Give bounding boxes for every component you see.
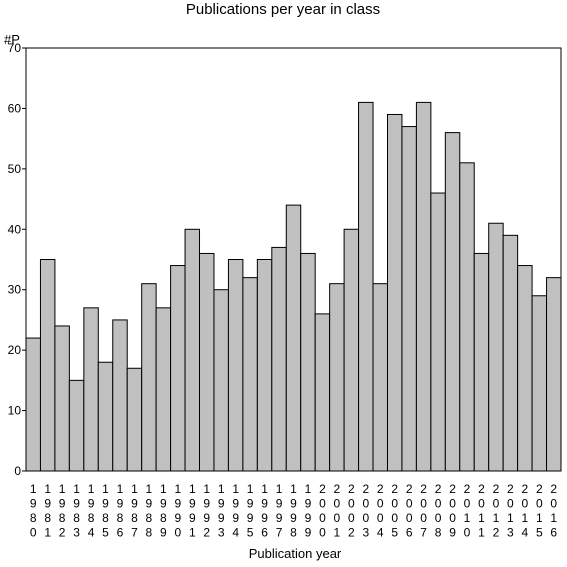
bar-1981 — [39, 259, 56, 472]
bar-1983 — [68, 379, 85, 472]
bar-1992 — [199, 252, 215, 472]
bar-1997 — [271, 246, 287, 472]
bar-1982 — [54, 325, 70, 472]
bar-2013 — [502, 234, 519, 472]
bar-2016 — [546, 277, 562, 472]
bar-2007 — [415, 101, 432, 472]
bar-1989 — [155, 307, 172, 472]
bar-2009 — [444, 132, 461, 472]
bar-2014 — [517, 265, 533, 472]
bar-1980 — [25, 337, 41, 472]
bar-2004 — [372, 283, 388, 472]
y-axis-label: #P — [4, 32, 20, 47]
bar-1994 — [227, 259, 244, 472]
bar-1993 — [213, 289, 229, 472]
bar-1984 — [83, 307, 99, 472]
y-tick-label: 60 — [8, 101, 22, 115]
y-tick-label: 30 — [8, 283, 22, 297]
bar-1985 — [97, 361, 114, 472]
y-tick-label: 10 — [8, 404, 22, 418]
bar-2010 — [459, 162, 475, 472]
y-axis: 0 10 20 30 40 50 60 70 — [8, 41, 26, 478]
bar-1988 — [141, 283, 157, 472]
bar-1986 — [112, 319, 128, 472]
bar-2001 — [329, 283, 345, 472]
bar-2000 — [314, 313, 331, 472]
x-tick-labels: 1 9 8 0 1 9 8 1 1 9 8 2 1 9 8 3 1 9 8 4 1 9 8 5 1 9 8 6 1 9 8 7 1 9 8 8 1 9 8 9… — [30, 482, 558, 540]
bar-1999 — [300, 252, 316, 472]
bars-group — [25, 101, 562, 472]
chart-title: Publications per year in class — [186, 1, 380, 18]
bar-2008 — [430, 192, 446, 472]
bar-1991 — [184, 228, 201, 472]
x-axis-label: Publication year — [249, 546, 342, 561]
y-tick-label: 50 — [8, 162, 22, 176]
bar-2005 — [386, 113, 403, 472]
bar-2015 — [531, 295, 548, 472]
bar-2011 — [473, 252, 490, 472]
bar-2003 — [358, 101, 374, 472]
y-tick-label: 0 — [14, 464, 21, 478]
bar-1998 — [285, 204, 302, 472]
y-tick-label: 20 — [8, 343, 22, 357]
bar-2006 — [401, 126, 417, 472]
bar-1995 — [242, 277, 258, 472]
bar-2002 — [343, 228, 360, 472]
bar-1987 — [126, 367, 143, 472]
y-tick-label: 40 — [8, 222, 22, 236]
y-tick-label: 70 — [8, 41, 22, 55]
bar-1990 — [170, 265, 186, 472]
bar-1996 — [256, 259, 273, 472]
bar-2012 — [488, 222, 504, 472]
